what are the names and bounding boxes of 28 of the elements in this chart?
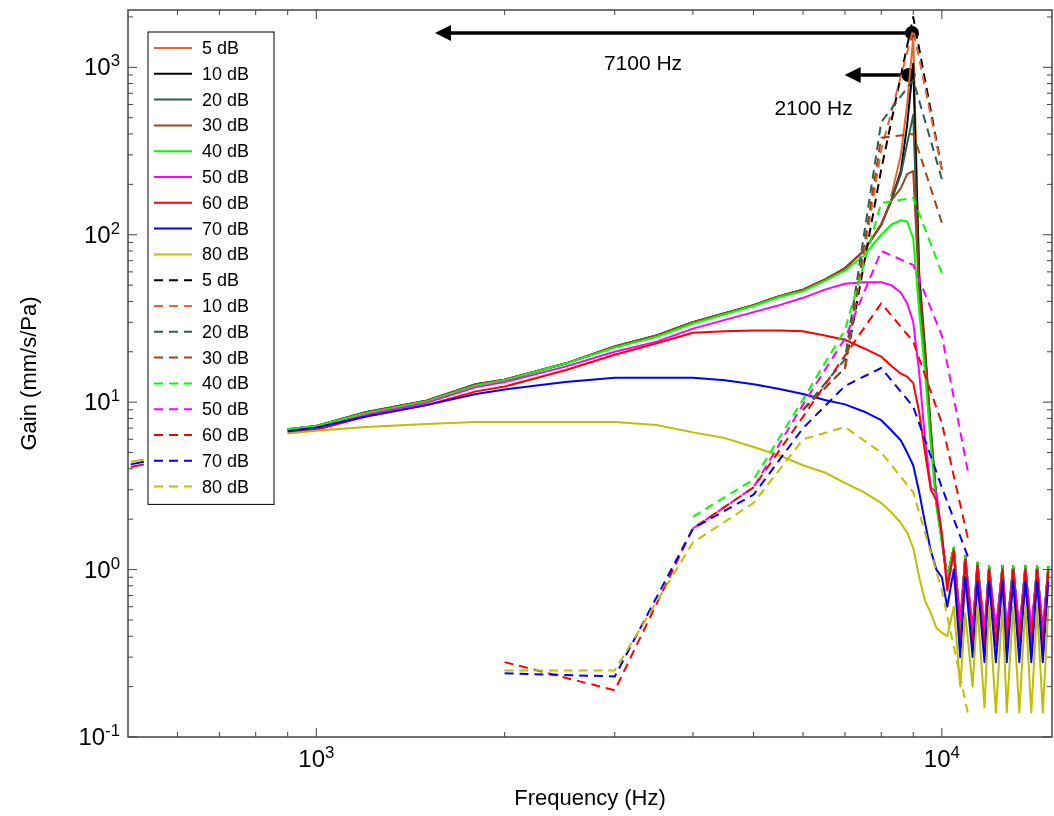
legend-label: 5 dB xyxy=(202,270,240,291)
annotation: 7100 Hz xyxy=(603,51,683,74)
x-axis-title: Frequency (Hz) xyxy=(514,785,666,810)
x-tick-label: 10$^{4}$ xyxy=(923,742,960,772)
legend-label: 10 dB xyxy=(202,63,250,84)
legend-label: 70 dB xyxy=(202,218,250,239)
legend-label: 40 dB xyxy=(202,373,250,394)
legend-label: 10 dB xyxy=(202,296,250,316)
legend-label: 20 dB xyxy=(202,321,250,342)
legend-label: 40 dB xyxy=(202,141,250,162)
legend-label: 80 dB xyxy=(202,244,250,265)
legend-label: 30 dB xyxy=(202,347,250,368)
legend-label: 60 dB xyxy=(202,425,250,445)
y-tick-label: 10$^{1}$ xyxy=(83,385,120,416)
y-tick-label: 10$^{2}$ xyxy=(83,218,120,248)
annotation: 2100 Hz xyxy=(774,95,853,119)
legend-label: 5 dB xyxy=(202,38,240,58)
legend-label: 50 dB xyxy=(202,167,250,187)
y-tick-label: 10$^{0}$ xyxy=(83,553,120,583)
y-tick-label: 10$^{-1}$ xyxy=(78,720,120,750)
legend-label: 50 dB xyxy=(202,399,250,420)
legend-label: 20 dB xyxy=(202,89,250,110)
y-tick-label: 10$^{3}$ xyxy=(83,50,120,81)
legend-label: 60 dB xyxy=(202,192,250,213)
y-axis-title: Gain (mm/s/Pa) xyxy=(16,296,41,451)
legend-label: 30 dB xyxy=(202,115,250,136)
legend-label: 80 dB xyxy=(202,476,250,497)
legend-label: 70 dB xyxy=(202,450,250,471)
